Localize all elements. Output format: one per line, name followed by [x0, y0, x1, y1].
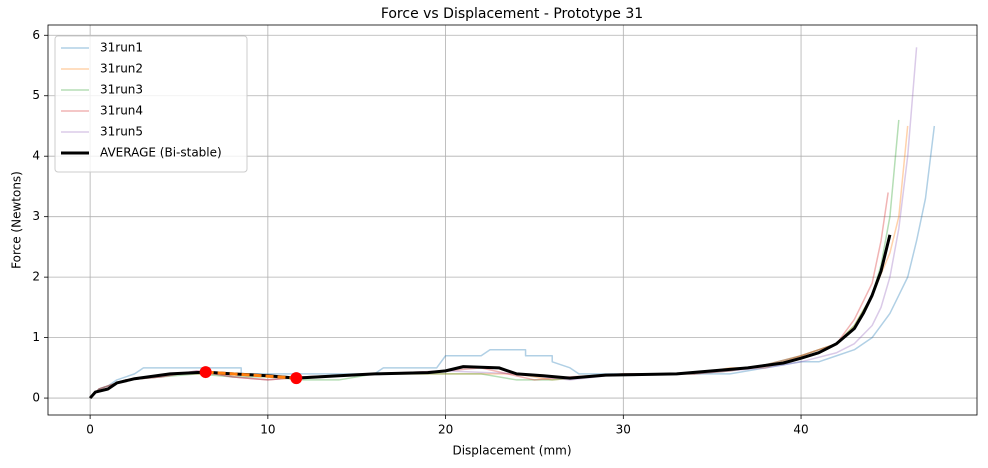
y-tick-label: 5 [32, 88, 40, 102]
legend-label: 31run4 [100, 104, 143, 118]
series-line [89, 125, 909, 399]
plot-frame [47, 24, 978, 416]
y-tick-label: 1 [32, 330, 40, 344]
x-tick-label: 0 [86, 423, 94, 437]
series-line [89, 119, 900, 399]
legend: 31run1 31run2 31run3 31run4 31run5 AVERAGE (B… [54, 35, 248, 173]
marker-point [290, 372, 303, 385]
x-axis-label: Displacement (mm) [452, 444, 571, 458]
y-tick-label: 2 [32, 270, 40, 284]
y-axis-label: Force (Newtons) [10, 171, 24, 269]
x-tick-label: 20 [438, 423, 453, 437]
legend-label: 31run3 [100, 83, 143, 97]
legend-box [54, 35, 248, 173]
series-line [88, 234, 892, 400]
chart-title: Force vs Displacement - Prototype 31 [381, 6, 643, 22]
y-tick-label: 3 [32, 209, 40, 223]
x-tick-label: 10 [260, 423, 275, 437]
legend-label: 31run5 [100, 125, 143, 139]
y-tick-label: 6 [32, 28, 40, 42]
x-tick-label: 30 [616, 423, 631, 437]
marker-point [199, 366, 212, 379]
y-tick-label: 0 [32, 391, 40, 405]
x-tick-label: 40 [793, 423, 808, 437]
legend-label: 31run2 [100, 62, 143, 76]
highlight-segment [205, 370, 297, 380]
legend-label: 31run1 [100, 41, 143, 55]
legend-label: AVERAGE (Bi-stable) [100, 146, 222, 160]
y-tick-label: 4 [32, 149, 40, 163]
series-line [89, 47, 918, 399]
